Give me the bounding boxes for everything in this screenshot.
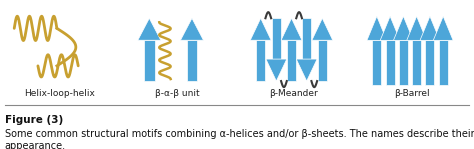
Polygon shape: [296, 59, 317, 81]
Text: Helix-loop-helix: Helix-loop-helix: [24, 89, 95, 98]
Text: Figure (3): Figure (3): [5, 115, 63, 125]
Polygon shape: [380, 16, 400, 40]
Polygon shape: [367, 16, 387, 40]
Polygon shape: [256, 40, 265, 81]
Text: β-α-β unit: β-α-β unit: [155, 89, 200, 98]
Polygon shape: [187, 40, 197, 81]
Polygon shape: [385, 40, 394, 85]
Polygon shape: [138, 18, 161, 40]
Polygon shape: [312, 18, 333, 40]
Polygon shape: [439, 40, 447, 85]
Polygon shape: [393, 16, 413, 40]
Polygon shape: [266, 59, 287, 81]
Polygon shape: [373, 40, 381, 85]
Polygon shape: [281, 18, 302, 40]
Text: β-Meander: β-Meander: [270, 89, 318, 98]
Polygon shape: [399, 40, 408, 85]
Polygon shape: [272, 18, 281, 59]
Polygon shape: [287, 40, 296, 81]
Polygon shape: [144, 40, 155, 81]
Polygon shape: [407, 16, 427, 40]
Polygon shape: [412, 40, 421, 85]
Polygon shape: [426, 40, 434, 85]
Polygon shape: [318, 40, 327, 81]
Text: β-Barrel: β-Barrel: [394, 89, 430, 98]
Polygon shape: [181, 18, 203, 40]
Text: Some common structural motifs combining α-helices and/or β-sheets. The names des: Some common structural motifs combining …: [5, 129, 474, 149]
Polygon shape: [420, 16, 440, 40]
Polygon shape: [250, 18, 271, 40]
Polygon shape: [433, 16, 453, 40]
Polygon shape: [302, 18, 311, 59]
